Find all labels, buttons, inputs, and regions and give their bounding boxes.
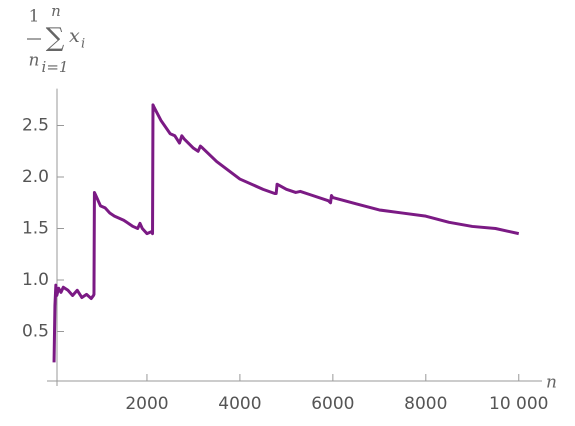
x-tick-label: 8000	[404, 394, 447, 414]
y-tick-label: 0.5	[22, 322, 49, 342]
y-label-operator: ∑	[46, 23, 65, 53]
y-tick-label: 1.5	[22, 219, 49, 239]
x-axis-label: n	[546, 373, 557, 393]
y-label-denominator: n	[29, 51, 40, 71]
x-tick-label: 6000	[311, 394, 354, 414]
x-tick-label: 4000	[218, 394, 261, 414]
y-label-sum-bottom: i=1	[42, 58, 69, 76]
y-label-numerator: 1	[29, 7, 40, 27]
data-line	[52, 103, 520, 363]
y-label-term-sub: i	[81, 37, 85, 52]
x-tick-label: 10 000	[489, 394, 548, 414]
y-axis-label: 1 n n ∑ i=1 x i	[27, 2, 85, 76]
y-label-term: x	[69, 25, 80, 47]
y-tick-label: 2.0	[22, 167, 49, 187]
x-tick-label: 2000	[125, 394, 168, 414]
y-tick-label: 2.5	[22, 116, 49, 136]
y-tick-label: 1.0	[22, 270, 49, 290]
y-label-sum-top: n	[51, 2, 61, 20]
